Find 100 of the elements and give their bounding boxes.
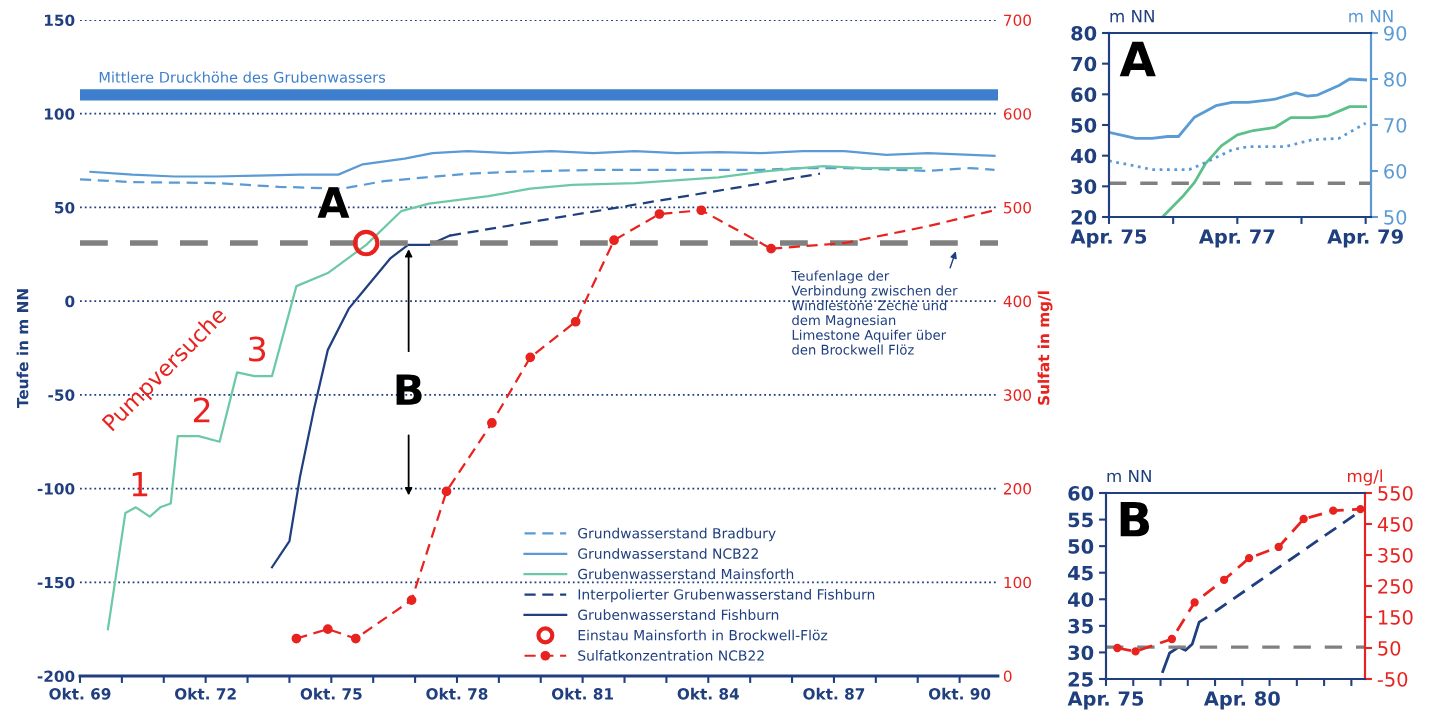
y2-axis-title: Sulfat in mg/l xyxy=(1037,291,1053,405)
line-series xyxy=(1109,121,1368,172)
y-tick-label: 45 xyxy=(1068,565,1093,581)
y-tick-label: -150 xyxy=(37,576,75,589)
legend-label: Grubenwasserstand Mainsforth xyxy=(578,568,794,580)
y-tick-label: 60 xyxy=(1071,87,1097,102)
point xyxy=(291,633,302,644)
y-axis-title: m NN xyxy=(1110,10,1154,23)
y-tick-label: 35 xyxy=(1068,618,1093,634)
annotation: 3 xyxy=(249,336,266,362)
y-axis-title: m NN xyxy=(1107,469,1151,483)
line-series xyxy=(1161,105,1368,217)
y-tick-label: 50 xyxy=(55,201,75,214)
y2-axis-title: m NN xyxy=(1349,10,1393,23)
y-tick-label: 25 xyxy=(1068,671,1093,687)
y-tick-label: 100 xyxy=(44,108,75,120)
legend-label: Grundwasserstand Bradbury xyxy=(578,527,776,542)
y2-tick-label: 70 xyxy=(1384,117,1407,133)
point xyxy=(570,316,581,327)
y-tick-label: 40 xyxy=(1071,148,1097,164)
line-series xyxy=(89,150,996,178)
legend-label: Einstau Mainsforth in Brockwell-Flöz xyxy=(578,629,828,641)
legend-label: Interpolierter Grubenwasserstand Fishburn xyxy=(578,588,875,603)
y-tick-label: 30 xyxy=(1071,179,1097,194)
y-tick-label: -100 xyxy=(37,483,75,495)
point xyxy=(525,352,536,363)
point xyxy=(1299,514,1308,524)
y2-axis-title: mg/l xyxy=(1347,469,1382,486)
y-tick-label: 50 xyxy=(1071,117,1097,133)
point xyxy=(487,418,497,428)
chart-title: A xyxy=(1119,41,1156,77)
x-tick-label: Apr. 77 xyxy=(1198,229,1275,248)
point xyxy=(1244,553,1254,563)
x-tick-label: Okt. 84 xyxy=(677,687,740,700)
band-label: Mittlere Druckhöhe des Grubenwassers xyxy=(99,71,386,83)
y2-tick-label: 600 xyxy=(1003,108,1032,120)
point xyxy=(696,205,707,216)
point xyxy=(1356,504,1365,514)
point xyxy=(1274,542,1283,552)
y-tick-label: -50 xyxy=(48,389,75,401)
y-tick-label: -200 xyxy=(37,670,75,683)
y2-tick-label: 90 xyxy=(1384,25,1407,41)
ref-line-label: Teufenlage der Verbindung zwischen der Windlestone Zeche und dem Magnesian Limestone Aquifer über den Brockwell Flöz xyxy=(791,270,958,355)
y-tick-label: 30 xyxy=(1068,645,1094,661)
y2-tick-label: 450 xyxy=(1377,516,1413,532)
point xyxy=(406,595,417,605)
line-series xyxy=(1109,77,1368,140)
y-tick-label: 40 xyxy=(1068,592,1094,607)
point xyxy=(1167,634,1177,644)
point xyxy=(654,209,665,219)
y2-tick-label: 0 xyxy=(1003,670,1012,683)
x-tick-label: Okt. 69 xyxy=(49,687,111,700)
y-tick-label: 150 xyxy=(44,14,75,27)
x-tick-label: Apr. 75 xyxy=(1067,691,1144,710)
x-tick-label: Okt. 72 xyxy=(175,687,236,700)
point xyxy=(609,235,619,246)
y2-tick-label: 550 xyxy=(1378,485,1413,501)
x-tick-label: Apr. 75 xyxy=(1070,229,1147,248)
point xyxy=(350,633,361,644)
y-tick-label: 70 xyxy=(1071,56,1097,72)
y2-tick-label: -50 xyxy=(1377,671,1408,687)
y2-tick-label: 50 xyxy=(1384,209,1407,225)
y2-tick-label: 350 xyxy=(1378,547,1413,563)
y2-tick-label: 60 xyxy=(1384,163,1407,179)
y-tick-label: 55 xyxy=(1068,512,1093,528)
point xyxy=(441,486,452,497)
legend-label: Grubenwasserstand Fishburn xyxy=(578,609,779,621)
x-tick-label: Okt. 75 xyxy=(300,687,362,700)
y2-tick-label: 80 xyxy=(1384,71,1407,87)
x-tick-label: Okt. 90 xyxy=(928,687,991,700)
y2-tick-label: 700 xyxy=(1004,14,1032,27)
y2-tick-label: 100 xyxy=(1004,576,1032,589)
x-tick-label: Apr. 79 xyxy=(1327,229,1403,248)
x-tick-label: Apr. 80 xyxy=(1203,691,1280,710)
y2-tick-label: 150 xyxy=(1378,609,1413,625)
y-tick-label: 80 xyxy=(1071,25,1097,41)
legend-label: Grundwasserstand NCB22 xyxy=(578,548,758,559)
annotation: 1 xyxy=(132,471,148,497)
y-tick-label: 60 xyxy=(1068,485,1094,501)
y2-tick-label: 300 xyxy=(1004,389,1032,401)
point xyxy=(1113,643,1122,653)
y-axis-title: Teufe in m NN xyxy=(16,289,29,409)
y2-tick-label: 50 xyxy=(1378,640,1401,656)
point xyxy=(1190,598,1199,607)
y-tick-label: 0 xyxy=(65,295,75,308)
x-tick-label: Okt. 81 xyxy=(551,687,613,700)
x-tick-label: Okt. 78 xyxy=(426,687,488,700)
annotation: B xyxy=(396,374,422,405)
point xyxy=(1329,506,1338,515)
point xyxy=(1219,575,1229,584)
point xyxy=(1131,647,1140,656)
y2-tick-label: 500 xyxy=(1004,201,1032,214)
y2-tick-label: 250 xyxy=(1378,578,1413,594)
legend-label: Sulfatkonzentration NCB22 xyxy=(578,650,764,661)
x-tick-label: Okt. 87 xyxy=(803,687,865,700)
point xyxy=(322,624,333,635)
y2-tick-label: 200 xyxy=(1003,483,1032,495)
annotation: A xyxy=(317,187,350,218)
y2-tick-label: 400 xyxy=(1003,295,1032,308)
y-tick-label: 50 xyxy=(1068,539,1094,554)
